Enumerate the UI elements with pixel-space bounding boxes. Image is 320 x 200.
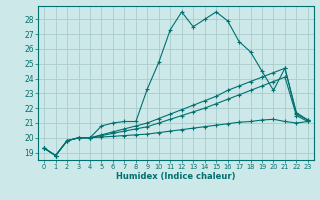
X-axis label: Humidex (Indice chaleur): Humidex (Indice chaleur) (116, 172, 236, 181)
